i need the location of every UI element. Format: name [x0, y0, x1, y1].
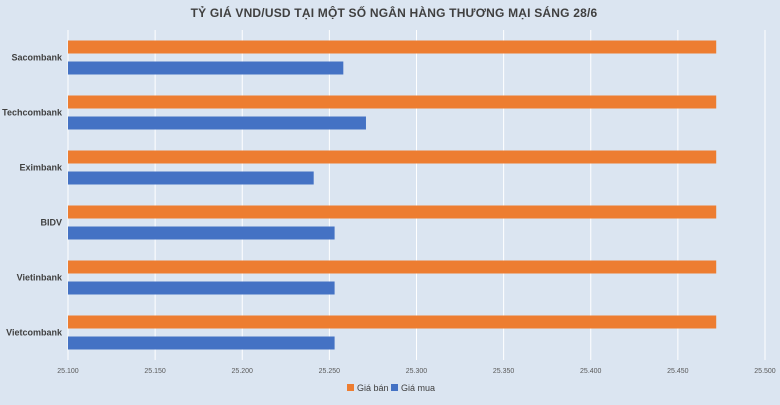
bar-gia-mua	[68, 116, 366, 130]
bar-gia-ban	[68, 95, 717, 109]
x-tick-label: 25.100	[57, 368, 79, 375]
legend-swatch	[391, 384, 398, 391]
bar-gia-ban	[68, 150, 717, 164]
bar-gia-mua	[68, 336, 335, 350]
bar-gia-ban	[68, 205, 717, 219]
bar-gia-ban	[68, 315, 717, 329]
bar-gia-ban	[68, 260, 717, 274]
bar-gia-mua	[68, 171, 314, 185]
x-tick-label: 25.400	[580, 368, 602, 375]
category-label: Eximbank	[19, 163, 63, 173]
legend: Giá bán Giá mua	[347, 383, 435, 393]
category-label: Sacombank	[11, 53, 63, 63]
bars	[68, 40, 717, 350]
gridlines	[67, 30, 766, 360]
bar-gia-mua	[68, 61, 344, 75]
legend-swatch	[347, 384, 354, 391]
x-tick-label: 25.350	[493, 368, 515, 375]
category-label: Vietinbank	[17, 273, 63, 283]
x-tick-label: 25.450	[667, 368, 689, 375]
category-label: Vietcombank	[6, 328, 63, 338]
category-label: BIDV	[40, 218, 62, 228]
bar-gia-mua	[68, 226, 335, 240]
legend-label: Giá mua	[401, 383, 435, 393]
legend-label: Giá bán	[357, 383, 389, 393]
category-labels: Sacombank Techcombank Eximbank BIDV Vietinba…	[2, 53, 63, 338]
x-tick-label: 25.300	[406, 368, 428, 375]
x-tick-labels: 25.100 25.150 25.200 25.250 25.300 25.350 25.4…	[57, 368, 776, 375]
x-tick-label: 25.150	[144, 368, 166, 375]
bar-gia-ban	[68, 40, 717, 54]
x-tick-label: 25.250	[319, 368, 341, 375]
bar-gia-mua	[68, 281, 335, 295]
category-label: Techcombank	[2, 108, 63, 118]
x-tick-label: 25.500	[754, 368, 776, 375]
x-tick-label: 25.200	[232, 368, 254, 375]
chart-title: TỶ GIÁ VND/USD TẠI MỘT SỐ NGÂN HÀNG THƯƠ…	[191, 5, 598, 20]
